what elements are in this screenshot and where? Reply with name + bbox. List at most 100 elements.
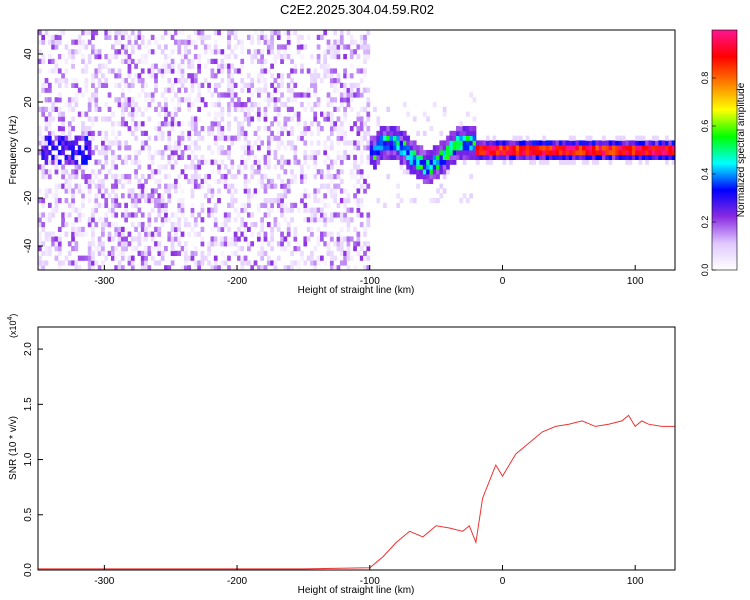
heatmap-cell bbox=[349, 54, 354, 60]
heatmap-cell bbox=[545, 150, 550, 156]
heatmap-cell bbox=[207, 87, 211, 93]
heatmap-cell bbox=[263, 236, 268, 242]
heatmap-cell bbox=[280, 246, 284, 252]
heatmap-cell bbox=[333, 30, 337, 36]
heatmap-cell bbox=[240, 255, 245, 261]
heatmap-cell bbox=[220, 49, 225, 55]
heatmap-cell bbox=[416, 150, 420, 156]
heatmap-cell bbox=[87, 58, 92, 64]
heatmap-cell bbox=[283, 30, 288, 36]
heatmap-cell bbox=[114, 222, 119, 228]
heatmap-cell bbox=[110, 44, 115, 50]
heatmap-cell bbox=[316, 260, 321, 266]
heatmap-cell bbox=[363, 87, 367, 93]
heatmap-cell bbox=[333, 255, 337, 261]
heatmap-cell bbox=[300, 68, 304, 74]
heatmap-cell bbox=[286, 178, 291, 184]
heatmap-cell bbox=[283, 183, 288, 189]
heatmap-cell bbox=[190, 193, 195, 199]
heatmap-cell bbox=[187, 164, 192, 170]
heatmap-cell bbox=[578, 154, 583, 160]
heatmap-cell bbox=[51, 34, 55, 40]
heatmap-cell bbox=[336, 202, 341, 208]
heatmap-cell bbox=[409, 169, 414, 175]
heatmap-cell bbox=[84, 87, 89, 93]
heatmap-cell bbox=[336, 241, 341, 247]
heatmap-cell bbox=[91, 34, 95, 40]
heatmap-cell bbox=[353, 92, 357, 98]
heatmap-cell bbox=[422, 178, 427, 184]
heatmap-cell bbox=[323, 54, 328, 60]
heatmap-cell bbox=[223, 236, 228, 242]
heatmap-cell bbox=[256, 231, 261, 237]
heatmap-cell bbox=[363, 145, 367, 151]
heatmap-cell bbox=[475, 140, 480, 146]
heatmap-cell bbox=[329, 78, 334, 84]
heatmap-cell bbox=[77, 265, 82, 270]
heatmap-cell bbox=[386, 150, 391, 156]
heatmap-cell bbox=[363, 183, 367, 189]
heatmap-cell bbox=[220, 145, 225, 151]
heatmap-cell bbox=[266, 183, 271, 189]
heatmap-cell bbox=[339, 188, 344, 194]
heatmap-cell bbox=[469, 145, 474, 151]
heatmap-cell bbox=[260, 78, 265, 84]
heatmap-cell bbox=[174, 39, 178, 45]
heatmap-cell bbox=[71, 78, 75, 84]
heatmap-cell bbox=[323, 63, 328, 69]
heatmap-cell bbox=[310, 121, 314, 127]
heatmap-cell bbox=[276, 226, 281, 232]
heatmap-cell bbox=[47, 246, 52, 252]
heatmap-cell bbox=[353, 265, 357, 270]
heatmap-cell bbox=[562, 140, 566, 146]
heatmap-cell bbox=[51, 241, 55, 247]
heatmap-cell bbox=[286, 188, 291, 194]
heatmap-cell bbox=[120, 159, 125, 165]
heatmap-cell bbox=[130, 58, 135, 64]
heatmap-cell bbox=[127, 68, 132, 74]
heatmap-cell bbox=[509, 150, 513, 156]
heatmap-cell bbox=[64, 82, 69, 88]
heatmap-cell bbox=[94, 159, 99, 165]
heatmap-cell bbox=[326, 44, 331, 50]
heatmap-cell bbox=[436, 174, 440, 180]
heatmap-cell bbox=[180, 188, 185, 194]
heatmap-cell bbox=[366, 140, 371, 146]
heatmap-cell bbox=[137, 222, 142, 228]
heatmap-cell bbox=[250, 212, 255, 218]
heatmap-cell bbox=[223, 222, 228, 228]
heatmap-cell bbox=[227, 236, 231, 242]
heatmap-cell bbox=[286, 140, 291, 146]
heatmap-cell bbox=[167, 193, 172, 199]
heatmap-cell bbox=[157, 193, 162, 199]
heatmap-cell bbox=[638, 140, 643, 146]
heatmap-cell bbox=[227, 126, 231, 132]
heatmap-cell bbox=[256, 106, 261, 112]
spectrogram-x-tick-label: -300 bbox=[94, 276, 114, 287]
heatmap-cell bbox=[237, 68, 241, 74]
heatmap-cell bbox=[81, 39, 85, 45]
heatmap-cell bbox=[548, 150, 553, 156]
heatmap-cell bbox=[293, 30, 298, 36]
heatmap-cell bbox=[426, 154, 430, 160]
heatmap-cell bbox=[61, 121, 65, 127]
heatmap-cell bbox=[187, 58, 192, 64]
heatmap-cell bbox=[94, 54, 99, 60]
heatmap-cell bbox=[180, 39, 185, 45]
heatmap-cell bbox=[140, 145, 145, 151]
heatmap-cell bbox=[538, 140, 543, 146]
heatmap-cell bbox=[193, 121, 198, 127]
heatmap-cell bbox=[296, 207, 301, 213]
heatmap-cell bbox=[127, 58, 132, 64]
heatmap-cell bbox=[240, 44, 245, 50]
heatmap-cell bbox=[366, 217, 371, 223]
heatmap-cell bbox=[290, 202, 294, 208]
heatmap-cell bbox=[313, 150, 318, 156]
heatmap-cell bbox=[366, 44, 371, 50]
heatmap-cell bbox=[160, 63, 165, 69]
heatmap-cell bbox=[320, 255, 324, 261]
heatmap-cell bbox=[160, 154, 165, 160]
heatmap-cell bbox=[190, 121, 195, 127]
heatmap-cell bbox=[439, 130, 444, 136]
heatmap-cell bbox=[144, 130, 148, 136]
